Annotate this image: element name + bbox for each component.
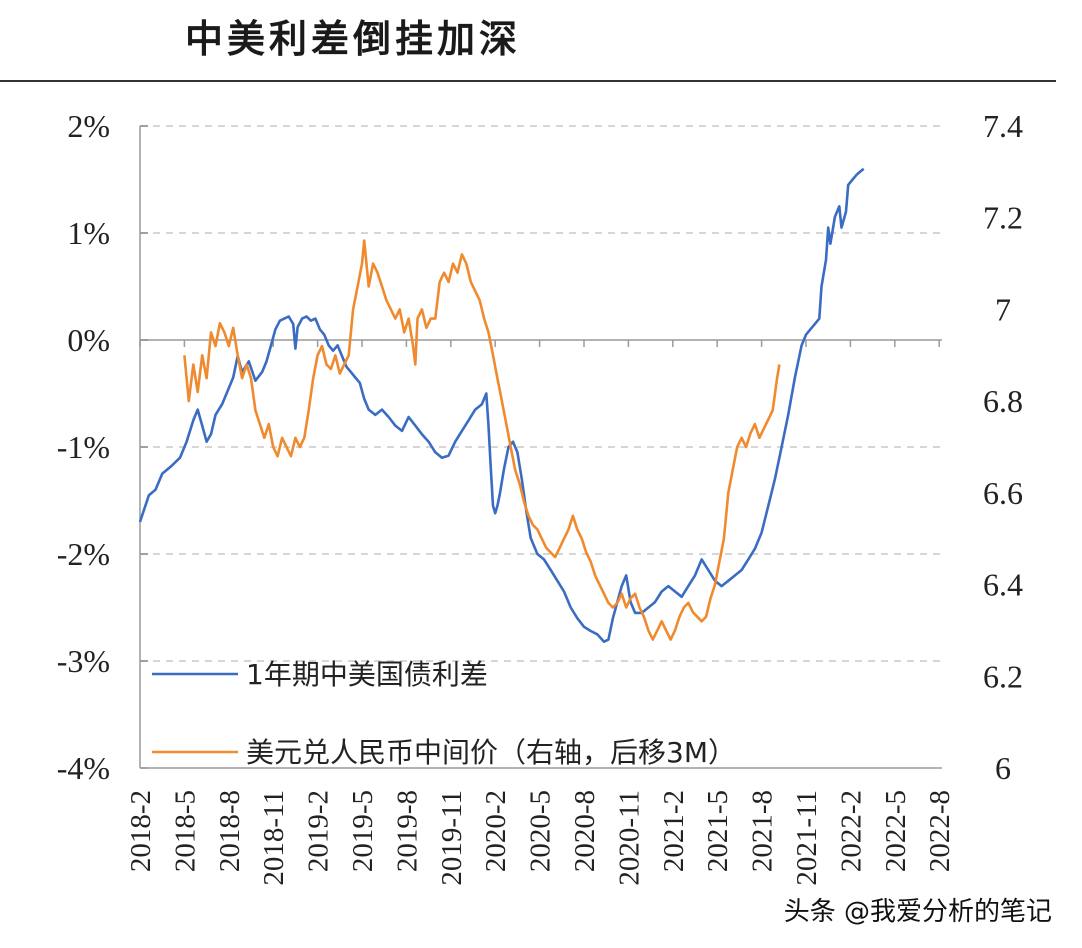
watermark: 头条 @我爱分析的笔记	[783, 897, 1052, 927]
y-right-tick-label: 6.4	[983, 567, 1023, 603]
y-left-tick-label: 2%	[67, 108, 110, 144]
x-tick-label: 2021-5	[702, 790, 734, 872]
y-right-tick-label: 7.2	[983, 200, 1023, 236]
y-left-tick-label: -4%	[57, 750, 110, 786]
y-right-tick-label: 7.4	[983, 108, 1023, 144]
x-tick-label: 2022-5	[880, 790, 912, 872]
legend-label: 1年期中美国债利差	[246, 658, 488, 691]
y-left-tick-label: -3%	[57, 643, 110, 679]
legend-label: 美元兑人民币中间价（右轴，后移3M）	[246, 736, 736, 769]
y-left-tick-label: 1%	[67, 215, 110, 251]
y-right-tick-label: 6.8	[983, 383, 1023, 419]
x-tick-label: 2019-11	[436, 790, 468, 886]
title-divider	[0, 80, 1056, 82]
usdcny-line	[183, 239, 781, 641]
x-tick-label: 2018-8	[214, 790, 246, 872]
x-tick-label: 2019-8	[391, 790, 423, 872]
x-tick-label: 2021-2	[658, 790, 690, 872]
x-tick-label: 2019-5	[347, 790, 379, 872]
x-tick-label: 2018-2	[125, 790, 157, 872]
x-tick-label: 2020-5	[525, 790, 557, 872]
y-left-tick-label: -2%	[57, 536, 110, 572]
spread-line	[138, 167, 865, 643]
chart-title: 中美利差倒挂加深	[185, 17, 522, 61]
x-tick-label: 2020-2	[480, 790, 512, 872]
x-tick-label: 2020-8	[569, 790, 601, 872]
x-tick-label: 2022-2	[835, 790, 867, 872]
y-left-tick-label: 0%	[67, 322, 110, 358]
x-tick-label: 2020-11	[613, 790, 645, 886]
y-right-tick-label: 6.6	[983, 475, 1023, 511]
y-left-tick-label: -1%	[57, 429, 110, 465]
y-right-tick-label: 7	[995, 291, 1011, 327]
x-tick-label: 2018-5	[169, 790, 201, 872]
x-tick-label: 2022-8	[924, 790, 956, 872]
x-tick-label: 2021-8	[747, 790, 779, 872]
x-tick-label: 2021-11	[791, 790, 823, 886]
x-tick-label: 2019-2	[303, 790, 335, 872]
x-tick-label: 2018-11	[258, 790, 290, 886]
y-right-tick-label: 6.2	[983, 658, 1023, 694]
y-right-tick-label: 6	[995, 750, 1011, 786]
